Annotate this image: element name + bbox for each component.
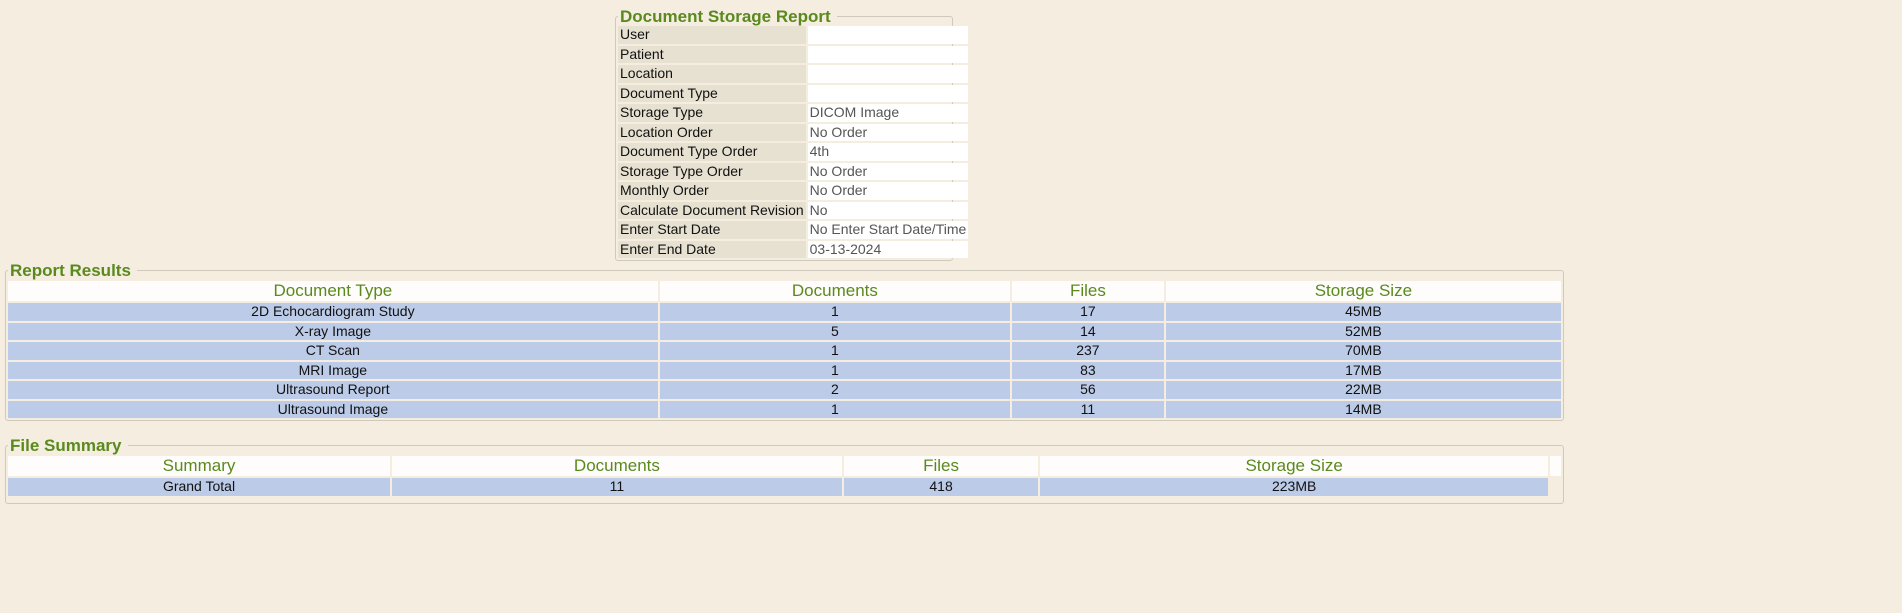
summary-table: Summary Documents Files Storage Size Grand T… — [6, 454, 1563, 498]
table-cell: 2 — [659, 381, 1011, 399]
table-row: Grand Total 11 418 223MB — [8, 478, 1561, 496]
criteria-value: 03-13-2024 — [807, 240, 969, 258]
criteria-title: Document Storage Report — [618, 7, 837, 27]
table-cell: 45MB — [1165, 303, 1561, 321]
table-cell: 223MB — [1040, 478, 1548, 496]
report-results-panel: Report Results Document Type Documents Fil… — [5, 261, 1564, 421]
table-cell: Ultrasound Image — [8, 400, 658, 418]
header-row: Summary Documents Files Storage Size — [8, 456, 1561, 476]
column-header: Summary — [8, 456, 390, 476]
criteria-row: Monthly Order No Order — [618, 182, 969, 200]
table-cell: 14 — [1012, 322, 1164, 340]
column-header: Documents — [659, 281, 1011, 301]
criteria-row: Location Order No Order — [618, 123, 969, 141]
criteria-value — [807, 84, 969, 102]
criteria-value: No Enter Start Date/Time — [807, 221, 969, 239]
criteria-label: Patient — [618, 45, 806, 63]
table-row: MRI Image 1 83 17MB — [8, 361, 1561, 379]
table-cell: 1 — [659, 400, 1011, 418]
criteria-row: Document Type — [618, 84, 969, 102]
table-cell: 1 — [659, 361, 1011, 379]
table-cell: 2D Echocardiogram Study — [8, 303, 658, 321]
criteria-value: No Order — [807, 182, 969, 200]
criteria-value — [807, 45, 969, 63]
table-cell: 17 — [1012, 303, 1164, 321]
table-cell: 11 — [392, 478, 842, 496]
criteria-label: Document Type Order — [618, 143, 806, 161]
table-cell: 56 — [1012, 381, 1164, 399]
criteria-label: Location — [618, 65, 806, 83]
table-cell: 22MB — [1165, 381, 1561, 399]
criteria-value: No — [807, 201, 969, 219]
criteria-row: Patient — [618, 45, 969, 63]
column-header: Files — [1012, 281, 1164, 301]
criteria-label: Location Order — [618, 123, 806, 141]
table-cell: X-ray Image — [8, 322, 658, 340]
column-header: Storage Size — [1165, 281, 1561, 301]
table-cell: 14MB — [1165, 400, 1561, 418]
criteria-row: User — [618, 26, 969, 44]
criteria-panel: Document Storage Report User Patient Locat… — [615, 7, 969, 261]
criteria-row: Document Type Order 4th — [618, 143, 969, 161]
table-cell: MRI Image — [8, 361, 658, 379]
report-results-title: Report Results — [8, 261, 137, 281]
table-cell: 5 — [659, 322, 1011, 340]
criteria-row: Calculate Document Revision No — [618, 201, 969, 219]
table-cell: 70MB — [1165, 342, 1561, 360]
table-cell: 1 — [659, 342, 1011, 360]
column-header: Document Type — [8, 281, 658, 301]
criteria-row: Enter End Date 03-13-2024 — [618, 240, 969, 258]
criteria-value: No Order — [807, 162, 969, 180]
criteria-value: 4th — [807, 143, 969, 161]
column-header: Documents — [392, 456, 842, 476]
criteria-label: Enter End Date — [618, 240, 806, 258]
table-cell: 237 — [1012, 342, 1164, 360]
criteria-value: No Order — [807, 123, 969, 141]
table-row: 2D Echocardiogram Study 1 17 45MB — [8, 303, 1561, 321]
criteria-value — [807, 26, 969, 44]
column-header: Storage Size — [1040, 456, 1548, 476]
table-cell: 11 — [1012, 400, 1164, 418]
table-cell: 418 — [843, 478, 1039, 496]
criteria-label: Document Type — [618, 84, 806, 102]
table-cell: 17MB — [1165, 361, 1561, 379]
table-row: X-ray Image 5 14 52MB — [8, 322, 1561, 340]
results-table: Document Type Documents Files Storage Size 2… — [6, 279, 1563, 420]
file-summary-panel: File Summary Summary Documents Files Storag… — [5, 436, 1564, 504]
header-row: Document Type Documents Files Storage Size — [8, 281, 1561, 301]
table-cell: Grand Total — [8, 478, 390, 496]
table-cell: 52MB — [1165, 322, 1561, 340]
table-row: CT Scan 1 237 70MB — [8, 342, 1561, 360]
criteria-table: User Patient Location Document Type Storage … — [616, 24, 970, 260]
criteria-label: Storage Type — [618, 104, 806, 122]
criteria-label: Monthly Order — [618, 182, 806, 200]
file-summary-title: File Summary — [8, 436, 128, 456]
criteria-value: DICOM Image — [807, 104, 969, 122]
table-cell: Ultrasound Report — [8, 381, 658, 399]
criteria-row: Storage Type Order No Order — [618, 162, 969, 180]
criteria-value — [807, 65, 969, 83]
criteria-label: User — [618, 26, 806, 44]
criteria-row: Location — [618, 65, 969, 83]
table-cell: CT Scan — [8, 342, 658, 360]
table-cell: 83 — [1012, 361, 1164, 379]
criteria-row: Enter Start Date No Enter Start Date/Time — [618, 221, 969, 239]
criteria-row: Storage Type DICOM Image — [618, 104, 969, 122]
criteria-label: Storage Type Order — [618, 162, 806, 180]
criteria-label: Calculate Document Revision — [618, 201, 806, 219]
criteria-label: Enter Start Date — [618, 221, 806, 239]
column-header: Files — [843, 456, 1039, 476]
table-row: Ultrasound Image 1 11 14MB — [8, 400, 1561, 418]
table-cell: 1 — [659, 303, 1011, 321]
table-row: Ultrasound Report 2 56 22MB — [8, 381, 1561, 399]
row-spacer — [1550, 478, 1561, 496]
header-spacer — [1549, 456, 1561, 476]
